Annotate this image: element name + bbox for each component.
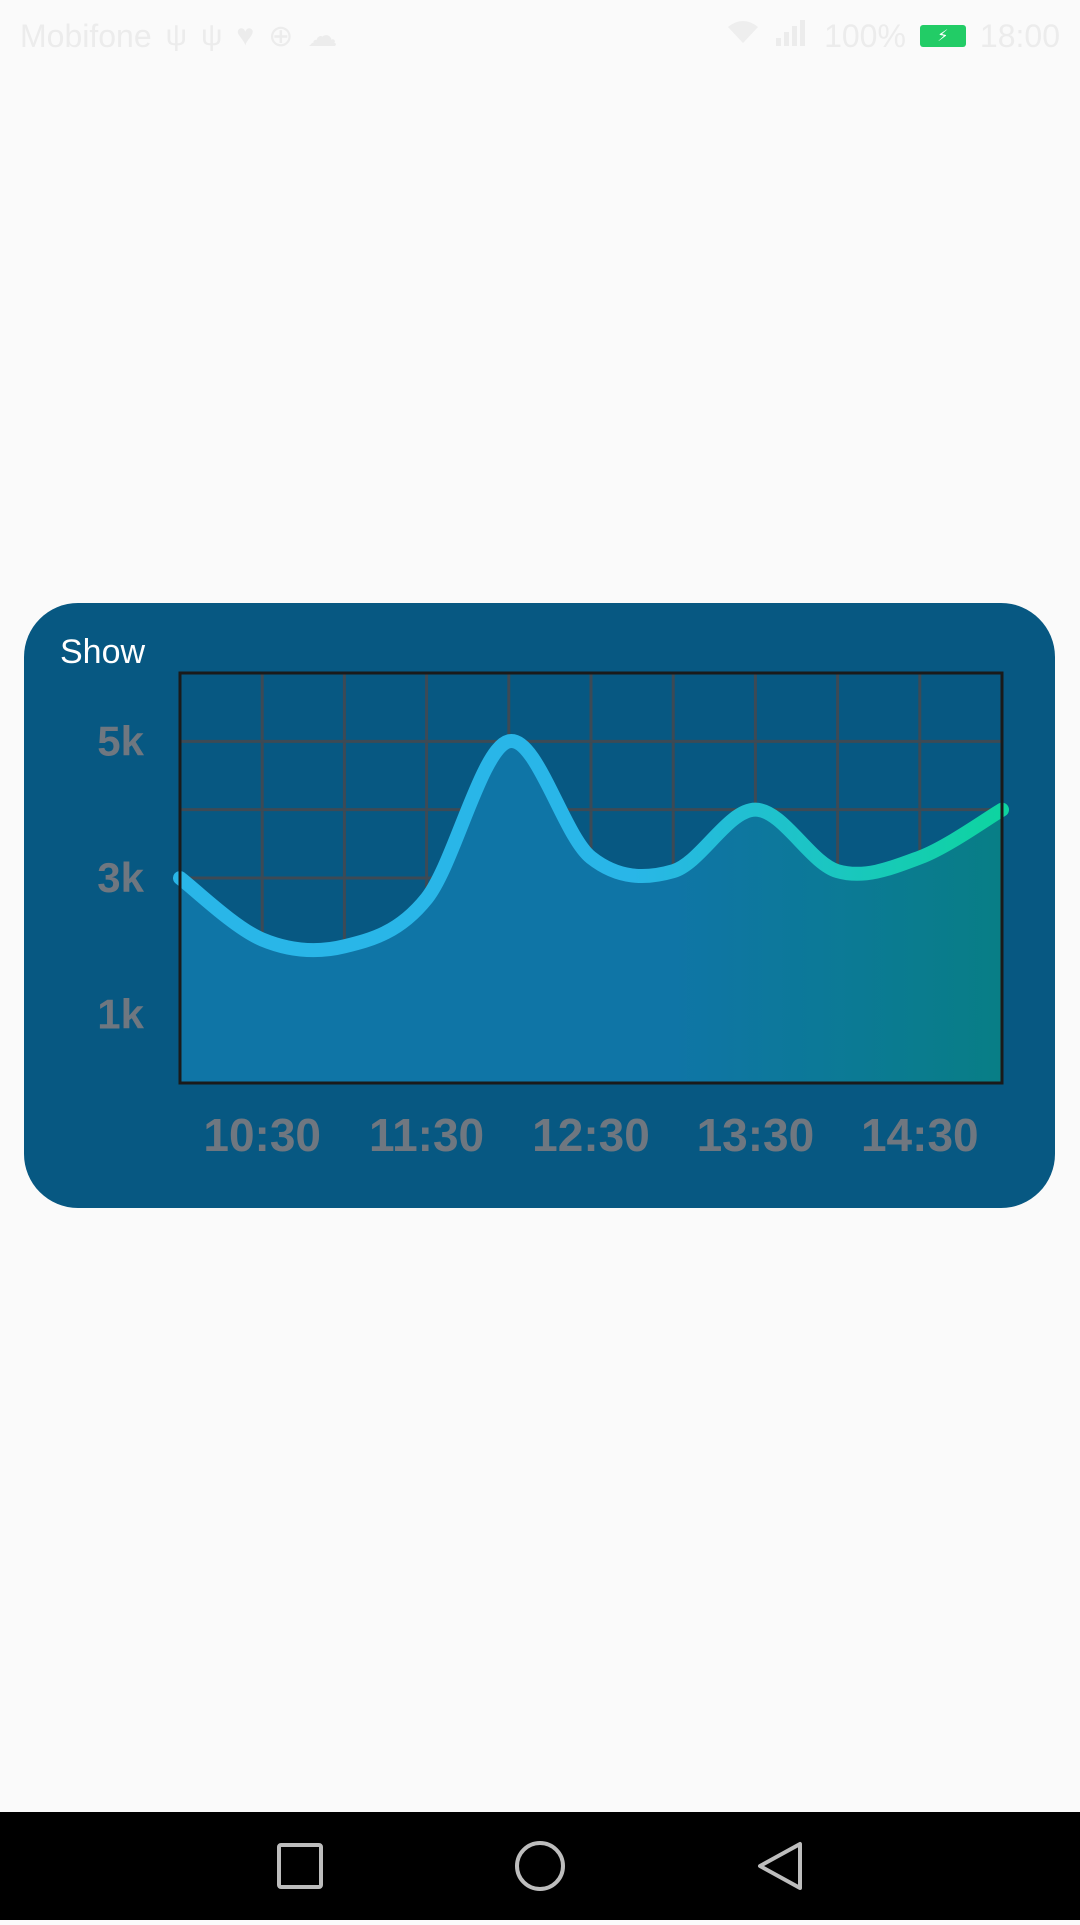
square-icon [277,1843,323,1889]
usb-icon: ψ [165,19,188,52]
card-title: Show [60,633,146,671]
x-tick-label: 12:30 [532,1109,650,1161]
signal-icon [774,18,810,54]
sync-icon: ⊕ [268,19,294,53]
carrier-name: Mobifone [20,17,152,54]
chart-card: Show 1k 3k 5k 10:30 11:30 12:30 13:30 14:30 [24,603,1055,1208]
status-left: Mobifone ψ ψ ♥ ⊕ ☁ [20,18,337,55]
area-chart: 1k 3k 5k 10:30 11:30 12:30 13:30 14:30 [97,671,1009,1161]
x-tick-label: 14:30 [861,1109,979,1161]
circle-icon [515,1841,565,1891]
x-tick-label: 11:30 [369,1109,484,1161]
heart-icon: ♥ [236,19,255,52]
y-tick-label: 1k [97,991,144,1038]
area-fill [180,741,1002,1083]
back-button[interactable] [720,1812,840,1920]
series-line [173,734,1009,958]
cloud-icon: ☁ [307,19,338,53]
battery-percent: 100% [824,17,906,54]
x-tick-label: 13:30 [697,1109,815,1161]
wifi-icon [726,19,760,53]
status-time: 18:00 [979,17,1060,54]
usb-icon: ψ [201,19,223,52]
plot-border [178,671,1004,1085]
recent-apps-button[interactable] [240,1812,360,1920]
home-button[interactable] [480,1812,600,1920]
navigation-bar [0,1812,1080,1920]
status-bar: Mobifone ψ ψ ♥ ⊕ ☁ 100% ⚡ 18:00 [0,0,1080,72]
battery-charging-icon: ⚡ [919,25,966,47]
y-tick-label: 3k [97,854,144,901]
triangle-back-icon [758,1842,802,1890]
y-tick-label: 5k [97,717,144,764]
x-axis-ticks: 10:30 11:30 12:30 13:30 14:30 [203,1109,978,1161]
status-right: 100% ⚡ 18:00 [726,18,1060,55]
x-tick-label: 10:30 [203,1109,321,1161]
y-axis-ticks: 1k 3k 5k [97,717,144,1037]
